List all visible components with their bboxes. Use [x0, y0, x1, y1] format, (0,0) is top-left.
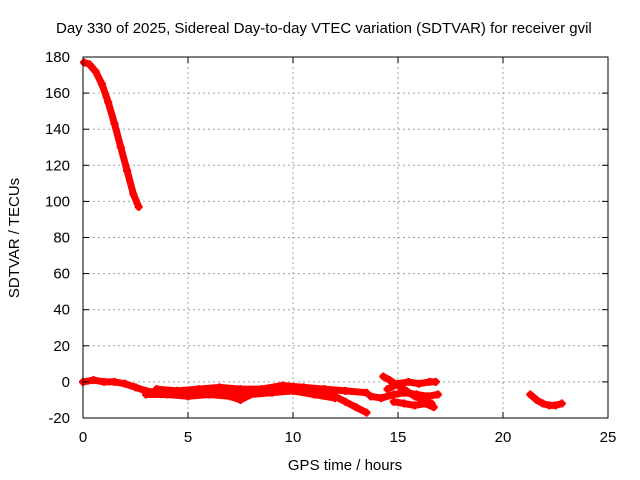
series-descending-arc	[80, 58, 143, 211]
chart-title: Day 330 of 2025, Sidereal Day-to-day VTE…	[56, 20, 592, 37]
data-point	[215, 383, 224, 392]
x-tick-label: 20	[495, 429, 512, 446]
series-lower-band	[142, 386, 339, 404]
data-point	[377, 394, 386, 403]
data-series	[79, 58, 566, 417]
data-point	[383, 385, 392, 394]
data-point	[289, 386, 297, 395]
data-point	[421, 399, 430, 408]
series-late-cluster-b	[366, 388, 442, 403]
data-point	[121, 379, 129, 388]
data-point	[394, 379, 402, 388]
x-tick-label: 10	[285, 429, 302, 446]
data-point	[100, 377, 108, 386]
data-point	[526, 390, 535, 399]
data-point	[423, 392, 432, 401]
data-point	[385, 376, 394, 385]
data-point	[379, 372, 388, 381]
data-point	[236, 395, 245, 404]
data-point	[278, 381, 287, 390]
data-point	[389, 390, 398, 399]
y-tick-label: 60	[53, 266, 70, 283]
data-point	[410, 401, 419, 410]
data-point	[400, 388, 409, 397]
data-point	[85, 60, 94, 69]
data-point	[104, 98, 113, 107]
data-point	[431, 377, 440, 386]
data-point	[194, 385, 203, 394]
data-point	[400, 399, 409, 408]
data-point	[341, 386, 350, 395]
data-point	[236, 385, 245, 394]
data-point	[247, 390, 255, 399]
y-tick-label: 100	[45, 193, 70, 210]
data-point	[557, 399, 566, 408]
data-point	[352, 403, 360, 412]
data-point	[129, 190, 138, 199]
data-point	[415, 379, 423, 388]
data-point	[404, 377, 413, 386]
data-point	[268, 388, 276, 397]
y-tick-label: 80	[53, 230, 70, 247]
data-point	[116, 143, 125, 152]
grid	[83, 57, 608, 418]
y-tick-label: 0	[62, 374, 70, 391]
data-point	[123, 166, 132, 175]
series-night-arc	[526, 390, 566, 410]
data-point	[89, 376, 98, 385]
series-late-cluster-c	[383, 377, 440, 394]
data-point	[551, 401, 560, 410]
series-upper-band	[152, 381, 371, 397]
y-tick-label: 120	[45, 157, 70, 174]
y-tick-label: 40	[53, 302, 70, 319]
series-late-cluster-d	[389, 397, 438, 412]
y-tick-label: 180	[45, 49, 70, 66]
y-tick-label: 140	[45, 121, 70, 138]
data-point	[331, 394, 339, 403]
x-axis-label: GPS time / hours	[288, 457, 402, 474]
data-point	[131, 383, 140, 392]
data-point	[142, 390, 150, 399]
data-point	[433, 390, 442, 399]
data-point	[226, 392, 234, 401]
data-point	[97, 80, 106, 89]
data-point	[163, 390, 171, 399]
x-tick-label: 15	[390, 429, 407, 446]
data-point	[532, 395, 541, 404]
data-point	[538, 399, 547, 408]
x-tick-label: 0	[79, 429, 87, 446]
x-tick-labels: 0 5 10 15 20 25	[79, 429, 617, 446]
data-point	[205, 390, 213, 399]
data-point	[184, 392, 192, 401]
series-trace	[80, 58, 143, 211]
data-point	[341, 397, 350, 406]
x-tick-label: 25	[600, 429, 617, 446]
data-point	[362, 408, 371, 417]
y-tick-label: 20	[53, 338, 70, 355]
data-point	[134, 202, 143, 211]
data-point	[412, 390, 421, 399]
data-point	[362, 388, 371, 397]
axis-ticks	[82, 56, 609, 419]
data-point	[110, 119, 119, 128]
data-point	[389, 397, 398, 406]
data-point	[91, 67, 100, 76]
y-tick-label: 160	[45, 85, 70, 102]
y-tick-labels: -20 0 20 40 60 80 100 120 140 160 180	[45, 49, 70, 427]
y-tick-label: -20	[48, 410, 70, 427]
data-point	[80, 58, 89, 67]
data-point	[366, 392, 375, 401]
data-point	[320, 385, 329, 394]
y-axis-label: SDTVAR / TECUs	[6, 178, 23, 298]
x-tick-label: 5	[184, 429, 192, 446]
data-point	[310, 390, 318, 399]
data-point	[110, 377, 119, 386]
data-point	[429, 403, 438, 412]
